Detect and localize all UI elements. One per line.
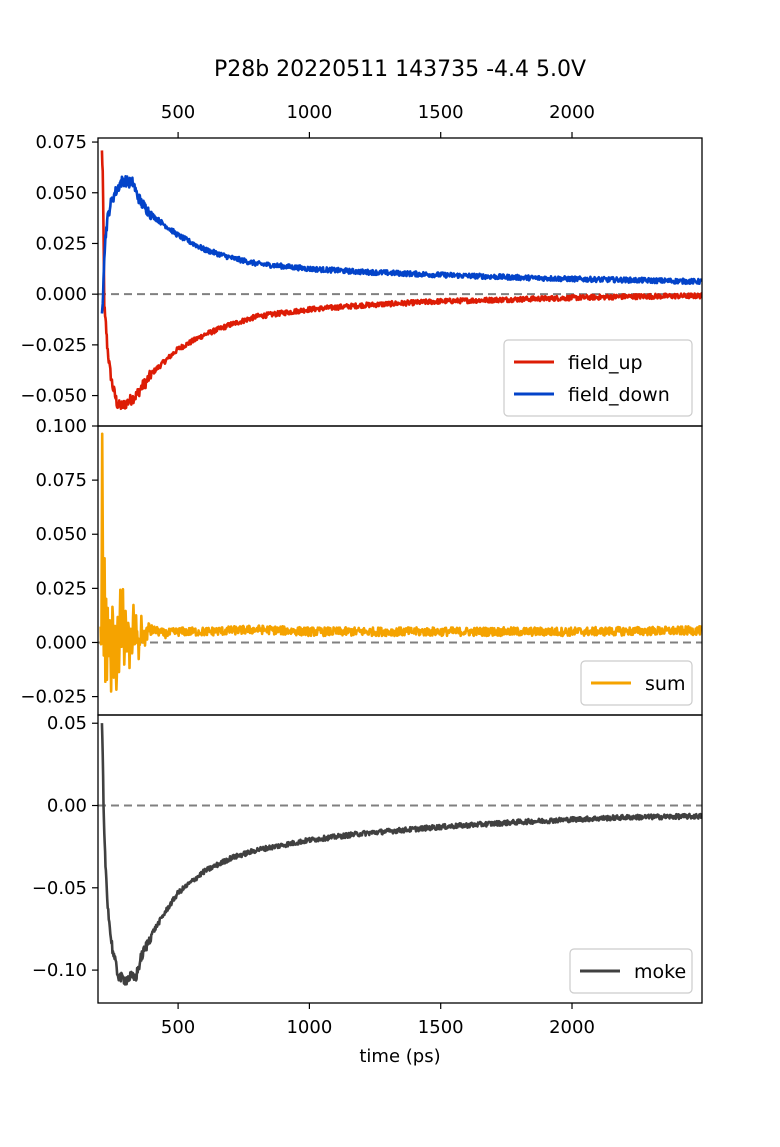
x-tick-label: 1500 (418, 1017, 464, 1038)
panel-middle: −0.025 0.000 0.025 0.050 0.075 0.100 sum (20, 416, 703, 716)
legend-box-bottom (569, 948, 693, 994)
y-tick-label-middle: 0.075 (35, 470, 87, 491)
y-tick-label-middle: 0.025 (35, 578, 87, 599)
legend-label-sum: sum (645, 673, 685, 695)
x-tick-label: 1000 (286, 1017, 332, 1038)
y-tick-label-top: 0.075 (35, 132, 87, 153)
y-tick-label-middle: 0.050 (35, 524, 87, 545)
y-tick-label-bottom: −0.10 (32, 960, 87, 981)
legend-label-moke: moke (634, 961, 686, 983)
series-line-moke (100, 723, 702, 986)
legend-box-top (503, 339, 693, 417)
top-x-tick-label: 2000 (549, 102, 595, 123)
series-line-field_up (100, 150, 702, 411)
panel-top: −0.050 −0.025 0.000 0.025 0.050 0.075 field_up… (20, 132, 703, 427)
legend-bottom: moke (569, 948, 693, 994)
x-axis-label: time (ps) (359, 1046, 440, 1067)
legend-label-field_up: field_up (568, 352, 643, 374)
top-x-tick-label: 1000 (286, 102, 332, 123)
legend-top: field_up field_down (503, 339, 693, 417)
top-x-tick-label: 1500 (418, 102, 464, 123)
y-tick-label-middle: 0.100 (35, 416, 87, 437)
panel-frame-bottom (97, 714, 703, 1004)
y-tick-label-middle: −0.025 (20, 687, 87, 708)
legend-box-middle (580, 660, 693, 706)
y-tick-label-top: −0.050 (20, 386, 87, 407)
x-tick-label: 500 (161, 1017, 195, 1038)
y-tick-label-top: −0.025 (20, 335, 87, 356)
panel-bottom: −0.10 −0.05 0.00 0.05 moke (32, 713, 703, 1004)
top-x-tick-label: 500 (161, 102, 195, 123)
panels: −0.050 −0.025 0.000 0.025 0.050 0.075 field_up… (20, 132, 703, 1004)
x-tick-label: 2000 (549, 1017, 595, 1038)
legend-label-field_down: field_down (568, 384, 670, 406)
y-tick-label-top: 0.025 (35, 233, 87, 254)
figure-title: P28b 20220511 143735 -4.4 5.0V (214, 57, 586, 82)
series-line-field_down (100, 175, 702, 314)
legend-middle: sum (580, 660, 693, 706)
y-tick-label-top: 0.000 (35, 284, 87, 305)
y-tick-label-bottom: 0.05 (47, 713, 87, 734)
y-tick-label-top: 0.050 (35, 183, 87, 204)
series-line-sum (99, 432, 702, 693)
y-tick-label-middle: 0.000 (35, 632, 87, 653)
top-x-axis: 500 1000 1500 2000 (161, 102, 595, 138)
y-tick-label-bottom: 0.00 (47, 796, 87, 817)
y-tick-label-bottom: −0.05 (32, 878, 87, 899)
bottom-x-axis: 500 1000 1500 2000 (161, 1003, 595, 1038)
